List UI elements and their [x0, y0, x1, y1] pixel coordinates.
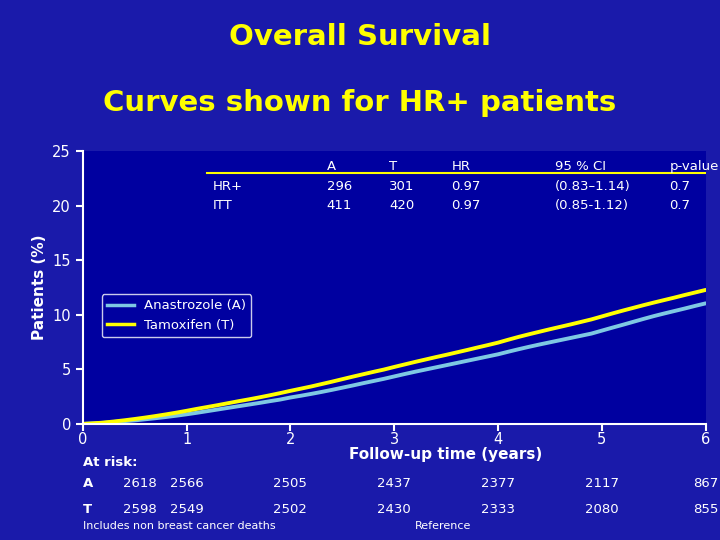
Text: 2549: 2549 [170, 503, 204, 516]
Text: 867: 867 [693, 477, 719, 490]
Text: Follow-up time (years): Follow-up time (years) [349, 447, 543, 462]
Text: 5: 5 [597, 432, 606, 447]
Text: 2: 2 [286, 432, 295, 447]
Text: 95 % CI: 95 % CI [555, 160, 606, 173]
Legend: Anastrozole (A), Tamoxifen (T): Anastrozole (A), Tamoxifen (T) [102, 294, 251, 338]
Text: 4: 4 [493, 432, 503, 447]
Text: 2333: 2333 [481, 503, 515, 516]
Text: 2117: 2117 [585, 477, 618, 490]
Text: 2598: 2598 [123, 503, 157, 516]
Text: 0.97: 0.97 [451, 180, 481, 193]
Text: 2505: 2505 [274, 477, 307, 490]
Text: 6: 6 [701, 432, 710, 447]
Text: 2377: 2377 [481, 477, 515, 490]
Text: (0.83–1.14): (0.83–1.14) [555, 180, 631, 193]
Text: HR: HR [451, 160, 470, 173]
Text: 1: 1 [182, 432, 192, 447]
Text: A: A [83, 477, 93, 490]
Text: Reference: Reference [415, 521, 472, 531]
Text: 0.97: 0.97 [451, 199, 481, 212]
Text: p-value: p-value [670, 160, 719, 173]
Text: T: T [389, 160, 397, 173]
Text: 3: 3 [390, 432, 399, 447]
Text: 2430: 2430 [377, 503, 411, 516]
Text: Curves shown for HR+ patients: Curves shown for HR+ patients [104, 89, 616, 117]
Text: 0: 0 [78, 432, 88, 447]
Text: ITT: ITT [212, 199, 233, 212]
Text: (0.85-1.12): (0.85-1.12) [555, 199, 629, 212]
Text: 2080: 2080 [585, 503, 618, 516]
Text: 420: 420 [389, 199, 414, 212]
Text: HR+: HR+ [212, 180, 243, 193]
Text: 855: 855 [693, 503, 719, 516]
Text: 296: 296 [327, 180, 352, 193]
Text: 411: 411 [327, 199, 352, 212]
Text: 2502: 2502 [274, 503, 307, 516]
Text: 0.7: 0.7 [670, 199, 690, 212]
Text: T: T [83, 503, 92, 516]
Text: Overall Survival: Overall Survival [229, 23, 491, 51]
Text: 2437: 2437 [377, 477, 411, 490]
Text: At risk:: At risk: [83, 456, 138, 469]
Text: A: A [327, 160, 336, 173]
Text: Includes non breast cancer deaths: Includes non breast cancer deaths [83, 521, 276, 531]
Text: 301: 301 [389, 180, 415, 193]
Text: 2566: 2566 [170, 477, 204, 490]
Y-axis label: Patients (%): Patients (%) [32, 235, 47, 340]
Text: 2618: 2618 [123, 477, 157, 490]
Text: 0.7: 0.7 [670, 180, 690, 193]
